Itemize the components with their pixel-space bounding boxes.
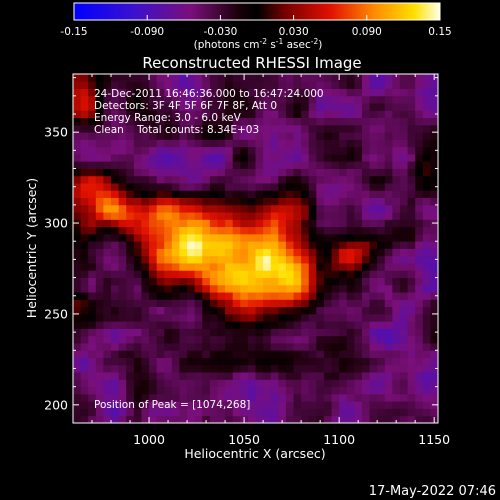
colorbar-tick-label: 0.090 [352, 26, 382, 38]
colorbar-tick-label: 0.15 [428, 26, 451, 38]
annotation-detectors: Detectors: 3F 4F 5F 6F 7F 8F, Att 0 [94, 100, 277, 112]
colorbar-tick-label: -0.15 [60, 26, 87, 38]
x-tick-label: 1150 [418, 432, 450, 447]
colorbar-tick-label: -0.030 [203, 26, 237, 38]
footer-timestamp: 17-May-2022 07:46 [369, 484, 496, 499]
peak-position-label: Position of Peak = [1074,268] [94, 399, 250, 411]
y-axis-label: Heliocentric Y (arcsec) [24, 178, 39, 318]
y-tick-label: 250 [44, 306, 68, 321]
axis-ticks: 1000 1050 1100 1150 200 250 300 350 [44, 74, 450, 447]
heatmap-image [73, 74, 438, 423]
colorbar [73, 2, 441, 21]
annotation-counts: Clean Total counts: 8.34E+03 [94, 124, 259, 136]
x-tick-label: 1100 [323, 432, 355, 447]
observation-info: 24-Dec-2011 16:46:36.000 to 16:47:24.000… [94, 88, 324, 136]
x-axis-label: Heliocentric X (arcsec) [184, 446, 325, 461]
annotation-time: 24-Dec-2011 16:46:36.000 to 16:47:24.000 [94, 88, 324, 100]
y-tick-label: 300 [44, 216, 68, 231]
y-tick-label: 200 [44, 397, 68, 412]
annotation-energy: Energy Range: 3.0 - 6.0 keV [94, 112, 242, 124]
x-tick-label: 1000 [133, 432, 165, 447]
x-tick-label: 1050 [228, 432, 260, 447]
colorbar-tick-label: -0.090 [130, 26, 164, 38]
colorbar-tick-label: 0.030 [279, 26, 309, 38]
y-tick-label: 350 [44, 125, 68, 140]
chart-title: Reconstructed RHESSI Image [142, 54, 361, 72]
colorbar-unit: (photons cm-2 s-1 asec-2) [194, 37, 323, 51]
colorbar-ticks: -0.15 -0.090 -0.030 0.030 0.090 0.15 [60, 15, 452, 38]
plot-frame [72, 73, 439, 424]
